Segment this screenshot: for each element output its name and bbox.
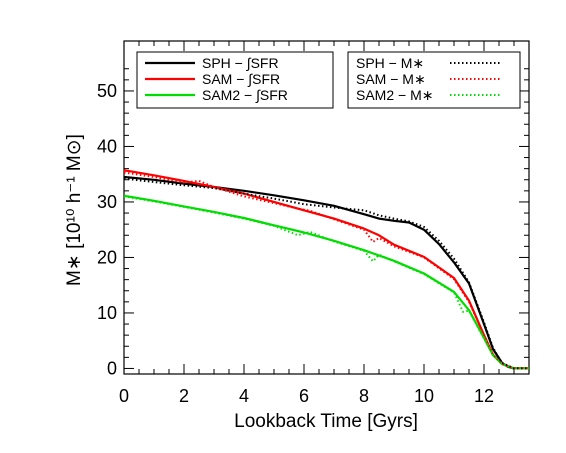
y-tick-label: 0 — [107, 358, 117, 378]
x-tick-label: 0 — [119, 386, 129, 406]
y-tick-label: 10 — [97, 303, 117, 323]
x-tick-label: 8 — [359, 386, 369, 406]
series-line-sam-solid — [123, 169, 529, 370]
legend-label: SAM2 − M∗ — [356, 87, 433, 103]
series-line-sph-dotted — [123, 177, 529, 370]
legend-label: SAM − ∫SFR — [202, 71, 280, 87]
legend-label: SAM − M∗ — [356, 71, 426, 87]
x-tick-label: 2 — [179, 386, 189, 406]
x-tick-label: 6 — [299, 386, 309, 406]
x-axis: 0 2 4 6 8 10 12 — [119, 41, 530, 406]
x-axis-title: Lookback Time [Gyrs] — [234, 411, 418, 432]
x-tick-label: 12 — [474, 386, 494, 406]
y-tick-label: 30 — [97, 192, 117, 212]
x-tick-label: 10 — [414, 386, 434, 406]
plot-frame — [123, 40, 530, 375]
y-tick-label: 20 — [97, 247, 117, 267]
legend-right-box — [347, 51, 521, 109]
legend-right: SPH − M∗SAM − M∗SAM2 − M∗ — [347, 51, 521, 109]
y-axis: 0 10 20 30 40 50 — [97, 68, 529, 378]
y-tick-label: 50 — [97, 81, 117, 101]
series-layer — [123, 169, 529, 370]
legend-label: SPH − ∫SFR — [202, 55, 279, 71]
x-tick-label: 4 — [239, 386, 249, 406]
series-line-sam-dotted — [123, 171, 529, 370]
y-tick-label: 40 — [97, 136, 117, 156]
legend-label: SAM2 − ∫SFR — [202, 87, 288, 103]
y-axis-title: M∗ [10¹⁰ h⁻¹ M⊙] — [64, 134, 85, 286]
legend-label: SPH − M∗ — [356, 55, 424, 71]
series-line-sph-solid — [123, 175, 529, 370]
